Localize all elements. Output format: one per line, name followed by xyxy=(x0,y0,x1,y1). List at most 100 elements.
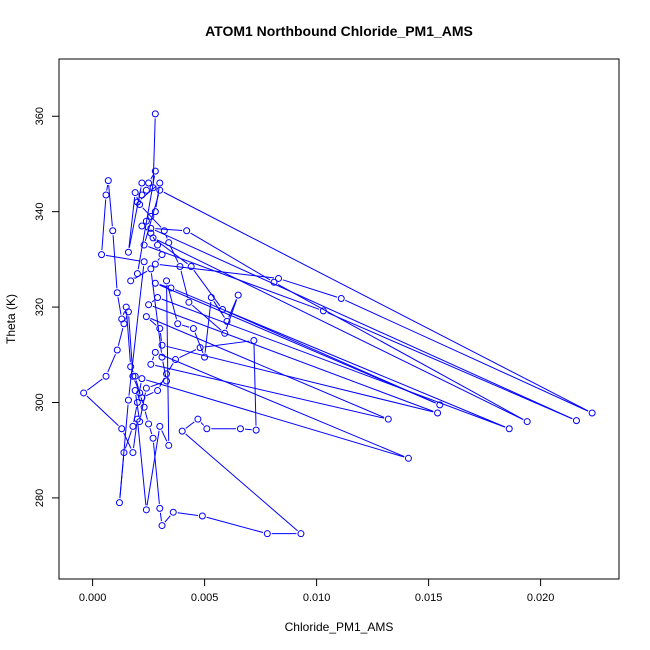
x-tick-label: 0.010 xyxy=(303,592,331,604)
series-segment xyxy=(149,428,153,435)
data-point xyxy=(80,389,88,397)
y-axis-label: Theta (K) xyxy=(4,294,18,344)
data-point xyxy=(163,277,171,285)
data-point xyxy=(142,506,150,514)
data-point xyxy=(147,212,155,220)
series-segment xyxy=(244,428,252,431)
series-segment xyxy=(162,361,167,377)
data-point xyxy=(133,415,141,423)
y-tick-label: 360 xyxy=(34,107,46,125)
data-point xyxy=(156,504,164,512)
data-point xyxy=(176,263,184,271)
series-segment xyxy=(204,340,250,348)
data-point xyxy=(201,353,209,361)
x-axis: 0.000 0.005 0.010 0.015 0.020 xyxy=(79,578,554,604)
series-layer xyxy=(80,110,596,538)
data-point xyxy=(156,179,164,187)
data-point xyxy=(131,372,139,380)
series-segment xyxy=(106,185,109,191)
data-point xyxy=(98,251,106,259)
series-segment xyxy=(159,284,167,288)
data-point xyxy=(140,241,148,249)
plot-frame xyxy=(58,58,620,580)
data-point xyxy=(187,263,195,271)
data-point xyxy=(263,530,271,538)
series-segment xyxy=(145,391,154,397)
data-point xyxy=(160,227,168,235)
series-segment xyxy=(168,363,174,371)
data-point xyxy=(131,189,139,197)
series-segment xyxy=(157,257,160,261)
data-point xyxy=(250,336,258,344)
data-point xyxy=(275,274,283,282)
data-point xyxy=(156,186,164,194)
series-segment xyxy=(134,380,141,394)
data-point xyxy=(207,294,215,302)
data-point xyxy=(145,179,153,187)
series-segment xyxy=(126,311,131,363)
data-point xyxy=(149,434,157,442)
series-segment xyxy=(128,187,142,248)
data-point xyxy=(138,394,146,402)
data-point xyxy=(138,179,146,187)
data-point xyxy=(138,375,146,383)
data-point xyxy=(113,289,121,297)
data-point xyxy=(102,191,110,199)
data-point xyxy=(236,425,244,433)
data-point xyxy=(133,198,141,206)
data-point xyxy=(234,291,242,299)
series-segment xyxy=(154,229,573,420)
series-segment xyxy=(174,289,506,428)
data-point xyxy=(140,403,148,411)
data-point xyxy=(178,427,186,435)
series-segment xyxy=(156,239,524,421)
y-axis: 280 300 320 340 360 xyxy=(34,107,60,507)
x-tick-label: 0.005 xyxy=(191,592,219,604)
series-segment xyxy=(161,298,506,428)
data-point xyxy=(133,398,141,406)
data-point xyxy=(189,325,197,333)
series-segment xyxy=(151,356,155,361)
data-point xyxy=(113,346,121,354)
series-segment xyxy=(142,207,162,228)
series-segment xyxy=(180,270,189,299)
series-segment xyxy=(150,317,385,418)
series-segment xyxy=(161,430,168,442)
data-point xyxy=(138,222,146,230)
series-segment xyxy=(101,199,107,251)
data-point xyxy=(147,360,155,368)
series-segment xyxy=(133,276,135,278)
data-point xyxy=(169,508,177,516)
data-point xyxy=(151,279,159,287)
series-segment xyxy=(181,324,190,328)
series-segment xyxy=(165,234,168,239)
data-point xyxy=(120,449,128,457)
series-segment xyxy=(108,185,113,227)
data-point xyxy=(129,449,137,457)
series-segment xyxy=(150,382,163,388)
series-segment xyxy=(134,270,148,279)
x-tick-label: 0.015 xyxy=(415,592,443,604)
series-segment xyxy=(159,284,436,404)
chart-title: ATOM1 Northbound Chloride_PM1_AMS xyxy=(205,23,473,39)
data-point xyxy=(127,363,135,371)
data-point xyxy=(588,409,596,417)
data-point xyxy=(572,417,580,425)
series-segment xyxy=(117,297,122,315)
series-segment xyxy=(107,353,116,373)
series-segment xyxy=(185,421,195,429)
data-point xyxy=(129,372,137,380)
data-point xyxy=(145,301,153,309)
series-segment xyxy=(145,228,148,231)
x-tick-label: 0.000 xyxy=(79,592,107,604)
series-segment xyxy=(228,299,237,318)
data-point xyxy=(151,110,159,118)
data-point xyxy=(124,248,132,256)
series-segment xyxy=(128,196,136,248)
data-point xyxy=(319,307,327,315)
data-point xyxy=(124,396,132,404)
series-segment xyxy=(152,305,434,412)
data-point xyxy=(297,530,305,538)
data-point xyxy=(154,294,162,302)
